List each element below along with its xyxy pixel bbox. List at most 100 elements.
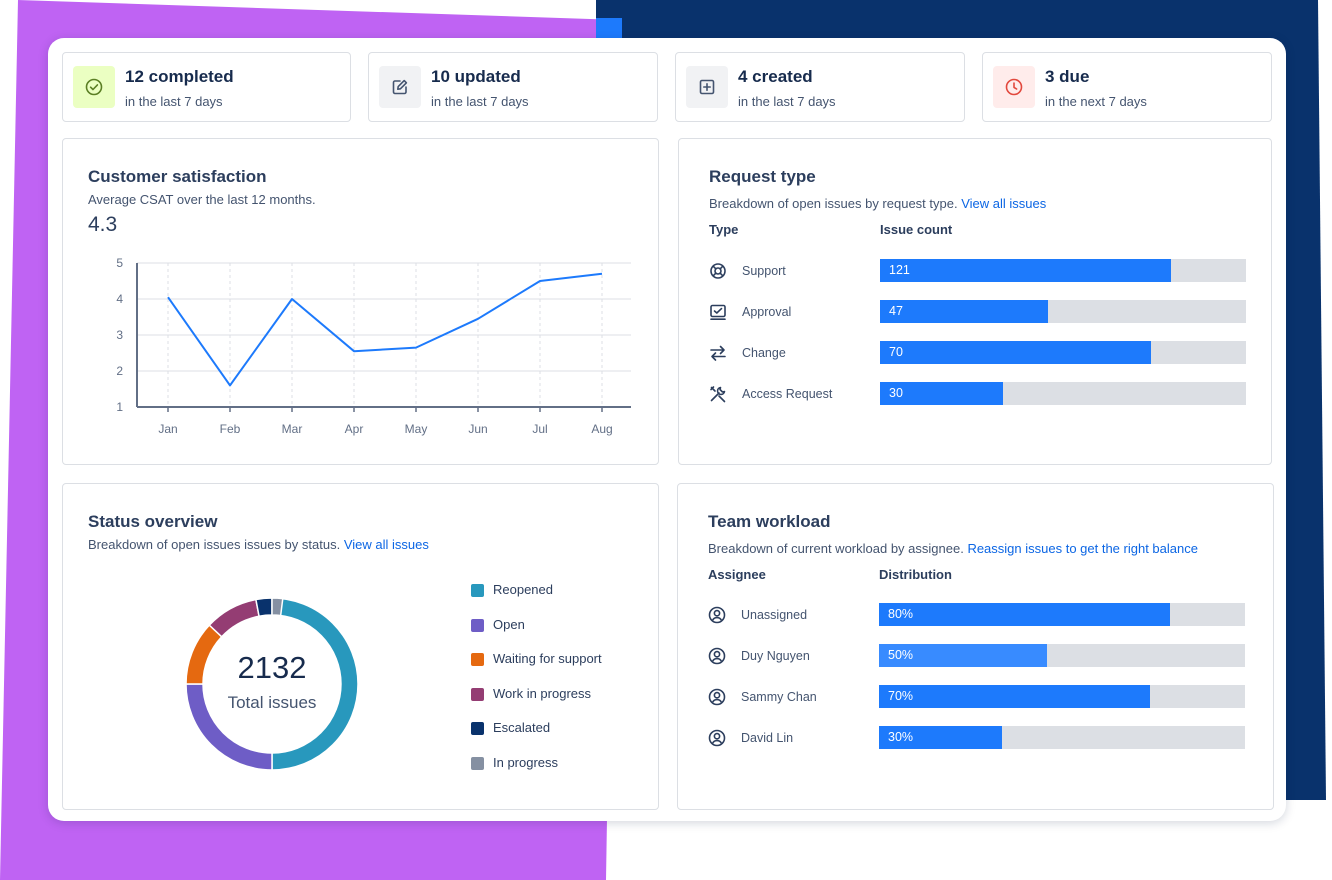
stat-title: 10 updated [431,67,521,86]
assignee-name: Sammy Chan [741,690,817,704]
person-icon [707,605,727,625]
card-description: Average CSAT over the last 12 months. [88,192,316,207]
stat-subtitle: in the last 7 days [738,94,836,109]
total-issues-label: Total issues [227,693,317,712]
card-title: Status overview [88,512,218,531]
workload-bar-fill [879,726,1003,749]
stat-card-due[interactable]: 3 due in the next 7 days [982,52,1272,122]
stat-subtitle: in the next 7 days [1045,94,1147,109]
x-tick-label: Jun [468,422,487,436]
check-circle-icon [73,66,115,108]
workload-bar[interactable]: 30% [879,726,1245,749]
card-title: Request type [709,167,816,186]
card-description: Breakdown of open issues by request type… [709,196,1046,211]
approval-icon [708,302,728,322]
stat-title: 4 created [738,67,813,86]
csat-line-chart: 1 2 3 4 5 Jan Feb Mar Apr May Jun Jul Aug [116,256,631,436]
column-header-assignee: Assignee [708,567,766,582]
stat-subtitle: in the last 7 days [431,94,529,109]
workload-percent: 50% [888,648,914,662]
y-tick-label: 1 [116,400,123,414]
description-text: Breakdown of open issues issues by statu… [88,537,341,552]
view-all-issues-link[interactable]: View all issues [343,537,429,552]
card-description: Breakdown of open issues issues by statu… [88,537,429,552]
legend-swatch [471,688,484,701]
request-type-label: Support [742,264,786,278]
column-header-issue-count: Issue count [880,222,953,237]
card-description: Breakdown of current workload by assigne… [708,541,1198,556]
workload-percent: 80% [888,607,914,621]
request-type-label: Access Request [742,387,833,401]
donut-segment-work-in-progress[interactable] [208,598,260,638]
legend-label: Work in progress [493,686,592,701]
y-tick-label: 2 [116,364,123,378]
workload-bar[interactable]: 50% [879,644,1245,667]
workload-bar-fill [879,603,1170,626]
workload-bar-fill [879,685,1150,708]
arrows-swap-icon [708,343,728,363]
x-tick-label: Jan [158,422,177,436]
workload-percent: 70% [888,689,914,703]
assignee-name: Unassigned [741,608,808,622]
dashboard-panel: 12 completed in the last 7 days 10 updat… [48,38,1286,821]
y-tick-label: 4 [116,292,123,306]
add-square-icon [686,66,728,108]
card-title: Customer satisfaction [88,167,267,186]
tools-icon [708,384,728,404]
legend-swatch [471,619,484,632]
stat-card-updated[interactable]: 10 updated in the last 7 days [368,52,658,122]
request-type-bar[interactable]: 70 [880,341,1246,364]
legend-label: Waiting for support [493,651,602,666]
request-type-bar[interactable]: 47 [880,300,1246,323]
csat-average-value: 4.3 [88,213,118,236]
x-tick-label: May [405,422,428,436]
request-type-bar-fill [880,259,1171,282]
request-type-bar-fill [880,382,1004,405]
column-header-type: Type [709,222,739,237]
legend-swatch [471,757,484,770]
customer-satisfaction-card: Customer satisfaction Average CSAT over … [62,138,659,465]
y-tick-label: 5 [116,256,123,270]
y-tick-label: 3 [116,328,123,342]
total-issues-count: 2132 [237,650,307,685]
description-text: Breakdown of current workload by assigne… [708,541,964,556]
workload-bar-fill [879,644,1048,667]
request-type-count: 30 [889,386,903,400]
description-text: Breakdown of open issues by request type… [709,196,958,211]
x-tick-label: Jul [532,422,547,436]
csat-series-line [167,272,603,387]
stat-subtitle: in the last 7 days [125,94,223,109]
donut-segment-in-progress[interactable] [271,597,284,617]
x-tick-label: Mar [282,422,303,436]
request-type-bar-fill [880,341,1151,364]
person-icon [707,646,727,666]
reassign-issues-link[interactable]: Reassign issues to get the right balance [967,541,1198,556]
request-type-card: Request type Breakdown of open issues by… [678,138,1272,465]
request-type-label: Approval [742,305,792,319]
legend-swatch [471,584,484,597]
status-overview-card: Status overview Breakdown of open issues… [62,483,659,810]
legend-swatch [471,722,484,735]
request-type-bar[interactable]: 121 [880,259,1246,282]
request-type-label: Change [742,346,786,360]
card-title: Team workload [708,512,831,531]
workload-percent: 30% [888,730,914,744]
legend-label: Open [493,617,525,632]
stat-card-created[interactable]: 4 created in the last 7 days [675,52,965,122]
team-workload-card: Team workload Breakdown of current workl… [677,483,1274,810]
legend-swatch [471,653,484,666]
request-type-count: 121 [889,263,910,277]
legend-label: Reopened [493,582,553,597]
legend-label: In progress [493,755,559,770]
assignee-name: Duy Nguyen [741,649,810,663]
status-donut-chart [185,597,359,771]
workload-bar[interactable]: 80% [879,603,1245,626]
x-tick-label: Feb [220,422,241,436]
edit-icon [379,66,421,108]
request-type-bar-fill [880,300,1049,323]
donut-segment-escalated[interactable] [255,597,273,618]
stat-card-completed[interactable]: 12 completed in the last 7 days [62,52,351,122]
request-type-bar[interactable]: 30 [880,382,1246,405]
workload-bar[interactable]: 70% [879,685,1245,708]
view-all-issues-link[interactable]: View all issues [961,196,1047,211]
